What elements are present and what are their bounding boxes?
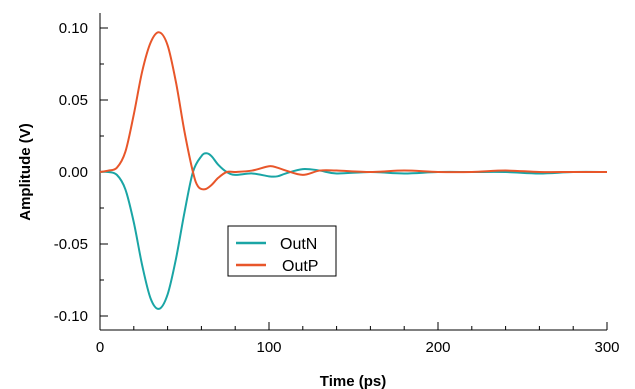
x-tick-label: 200 bbox=[425, 339, 450, 356]
y-tick-label: 0.10 bbox=[59, 20, 88, 37]
legend-box bbox=[227, 225, 337, 277]
y-tick-label: -0.05 bbox=[54, 236, 88, 253]
y-axis-title: Amplitude (V) bbox=[17, 123, 34, 221]
x-axis-title: Time (ps) bbox=[320, 373, 386, 389]
legend-label-outp: OutP bbox=[282, 258, 318, 275]
series-line-outn bbox=[99, 152, 608, 310]
series-lines bbox=[99, 31, 608, 310]
ticks: 0.10 0.05 0.00 -0.05 -0.10 0 100 200 300 bbox=[54, 20, 620, 356]
x-tick-label: 100 bbox=[256, 339, 281, 356]
series-line-outp bbox=[99, 31, 607, 191]
y-tick-label: -0.10 bbox=[54, 308, 88, 325]
x-tick-label: 300 bbox=[594, 339, 619, 356]
legend-label-outn: OutN bbox=[280, 236, 317, 253]
y-tick-label: 0.00 bbox=[59, 164, 88, 181]
y-tick-label: 0.05 bbox=[59, 92, 88, 109]
x-tick-label: 0 bbox=[96, 339, 104, 356]
legend: OutN OutP bbox=[227, 225, 337, 277]
